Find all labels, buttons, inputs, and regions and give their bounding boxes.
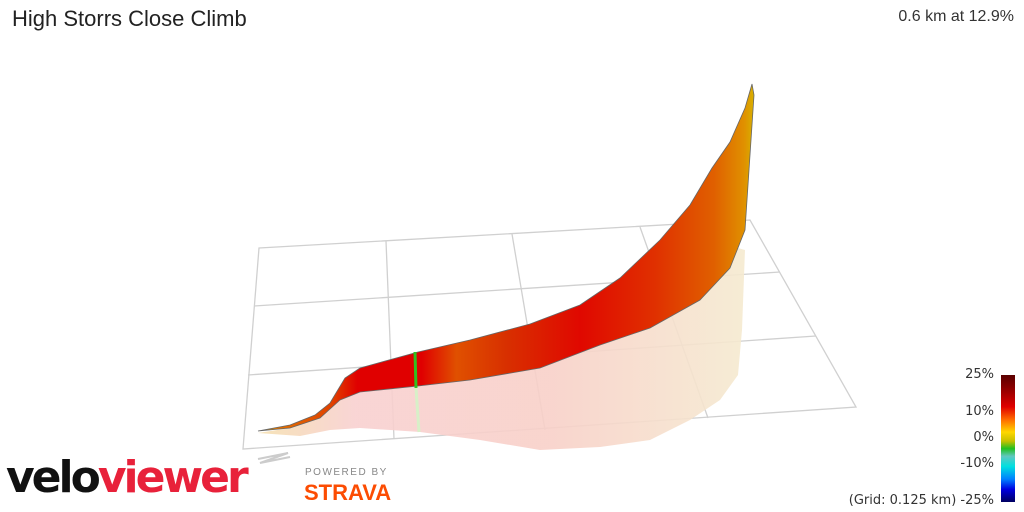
legend-label-10: 10% — [965, 404, 994, 419]
veloviewer-logo[interactable]: veloviewer — [6, 452, 249, 503]
strava-logo[interactable]: STRAVA — [304, 480, 392, 505]
position-marker — [413, 351, 418, 389]
legend-label-minus10: -10% — [960, 456, 994, 471]
profile-wall — [257, 83, 755, 432]
powered-by-label: POWERED BY — [305, 467, 388, 478]
north-indicator-icon — [257, 452, 291, 464]
climb-summary: 0.6 km at 12.9% — [898, 8, 1014, 25]
profile-shadow — [258, 248, 745, 450]
grid-scale-note: (Grid: 0.125 km) -25% — [848, 493, 994, 508]
legend-label-25: 25% — [965, 367, 994, 382]
legend-label-0: 0% — [973, 430, 994, 445]
climb-title: High Storrs Close Climb — [12, 6, 247, 31]
gradient-color-scale — [1001, 375, 1015, 502]
